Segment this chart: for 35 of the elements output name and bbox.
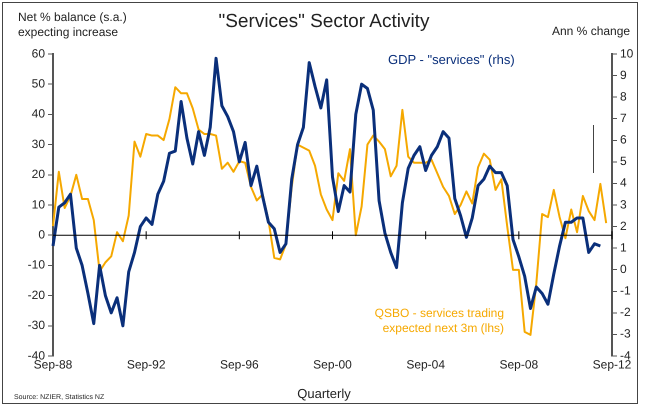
y2-tick-label: 8	[620, 89, 627, 104]
y2-tick-label: 0	[620, 262, 627, 276]
y-tick-label: 0	[38, 228, 46, 242]
y-tick-label: 40	[32, 106, 46, 121]
x-tick-label: Sep-00	[313, 358, 352, 372]
y2-tick-label: 2	[620, 218, 627, 233]
text: GDP - "services" (rhs)	[388, 52, 515, 67]
y2-tick-label: -3	[620, 326, 631, 341]
y2-tick-label: 9	[620, 68, 627, 82]
y2-tick-label: -2	[620, 305, 631, 320]
y2-axis-title: Ann % change	[552, 24, 630, 39]
y2-tick-label: 10	[620, 46, 634, 60]
x-tick-label: Sep-04	[406, 358, 446, 372]
y-tick-label: 50	[32, 76, 46, 91]
series-label: QSBO - services trading expected next 3m (lhs)	[374, 306, 504, 336]
y-tick-label: 60	[32, 46, 46, 60]
x-tick-label: Sep-92	[126, 358, 166, 372]
x-tick-label: Sep-96	[220, 358, 260, 372]
y2-tick-label: 5	[620, 154, 627, 168]
y-tick-label: 20	[32, 167, 46, 182]
y-tick-label: 10	[32, 197, 46, 212]
y2-tick-label: 7	[620, 111, 627, 126]
chart-title: "Services" Sector Activity	[218, 11, 430, 32]
y2-tick-label: 3	[620, 197, 627, 212]
y-tick-label: -30	[28, 318, 46, 332]
y2-tick-label: 6	[620, 132, 627, 147]
y-tick-label: -10	[28, 258, 46, 272]
y2-tick-label: 1	[620, 240, 627, 254]
x-tick-label: Sep-08	[499, 358, 539, 372]
y-axis-title: Net % balance (s.a.) expecting increase	[18, 10, 127, 40]
x-axis-title: Quarterly	[297, 386, 351, 401]
y2-tick-label: -1	[620, 284, 631, 298]
y-tick-label: -20	[28, 288, 46, 302]
y2-tick-label: 4	[620, 176, 627, 190]
y-tick-label: 30	[32, 136, 46, 151]
